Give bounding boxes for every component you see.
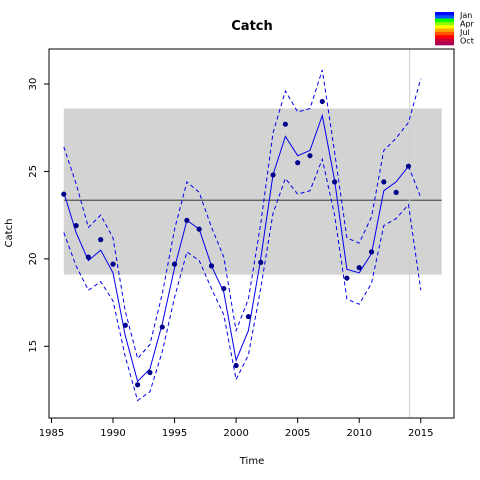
data-point xyxy=(147,369,153,376)
legend-color-swatch xyxy=(435,38,454,42)
legend-label: Jul xyxy=(459,28,470,37)
x-tick-label: 2000 xyxy=(223,428,248,439)
lower-interval-line xyxy=(63,157,422,402)
legend-label: Oct xyxy=(460,37,474,46)
range-band-rect xyxy=(63,108,442,275)
y-tick-label: 30 xyxy=(28,78,39,91)
legend-color-swatch xyxy=(435,31,454,36)
legend-color-swatch xyxy=(435,15,454,19)
data-point xyxy=(171,261,178,267)
legend-color-swatch xyxy=(435,21,454,26)
data-point xyxy=(73,223,79,229)
x-tick-label: 1985 xyxy=(39,428,64,439)
observed-points xyxy=(61,98,412,388)
data-point xyxy=(282,121,288,127)
data-point xyxy=(319,98,325,105)
data-point xyxy=(270,172,276,178)
legend-label: Jan xyxy=(459,11,472,20)
x-tick-label: 2005 xyxy=(285,428,310,439)
reference-lines xyxy=(63,49,442,418)
data-point xyxy=(344,275,350,281)
legend-color-swatch xyxy=(435,25,454,29)
y-axis: 15 20 25 30 xyxy=(28,78,49,353)
data-point xyxy=(307,153,313,159)
x-tick-label: 1990 xyxy=(100,428,125,439)
data-point xyxy=(258,259,264,265)
data-point xyxy=(208,263,215,269)
legend-color-swatch xyxy=(435,18,454,23)
data-point xyxy=(184,217,190,223)
data-point xyxy=(98,237,104,243)
x-tick-label: 1995 xyxy=(162,428,187,439)
data-point xyxy=(85,254,91,260)
y-axis-label: Catch xyxy=(4,219,15,248)
legend-color-swatch xyxy=(435,35,454,39)
x-tick-label: 2015 xyxy=(408,428,433,439)
x-axis: 1985 1990 1995 2000 2005 2010 2015 xyxy=(39,418,433,439)
series-layer xyxy=(63,69,422,402)
data-point xyxy=(331,179,338,185)
data-point xyxy=(159,324,165,330)
data-point xyxy=(295,160,301,166)
y-tick-label: 15 xyxy=(28,340,39,353)
data-point xyxy=(135,382,141,388)
legend-color-swatch xyxy=(435,28,454,33)
legend-label: Apr xyxy=(460,20,475,29)
data-point xyxy=(221,285,227,292)
data-point xyxy=(368,249,375,255)
forecast-line xyxy=(408,166,422,198)
y-tick-label: 20 xyxy=(28,252,39,265)
chart-title: Catch xyxy=(231,19,273,34)
data-point xyxy=(356,265,362,271)
upper-interval-line xyxy=(63,69,422,360)
data-point xyxy=(245,313,252,320)
data-point xyxy=(122,322,128,328)
data-point xyxy=(110,261,116,267)
y-tick-label: 25 xyxy=(28,165,39,178)
data-point xyxy=(233,362,239,369)
data-point xyxy=(61,191,67,197)
legend-color-swatch xyxy=(435,12,454,16)
legend-color-swatch xyxy=(435,41,454,46)
shaded-range-band xyxy=(63,108,442,275)
fitted-line xyxy=(63,113,409,383)
data-point xyxy=(405,163,412,169)
data-point xyxy=(196,226,202,232)
x-tick-label: 2010 xyxy=(346,428,371,439)
x-axis-label: Time xyxy=(239,456,264,467)
data-point xyxy=(381,179,387,185)
data-point xyxy=(393,189,399,196)
plot-frame xyxy=(48,48,455,419)
